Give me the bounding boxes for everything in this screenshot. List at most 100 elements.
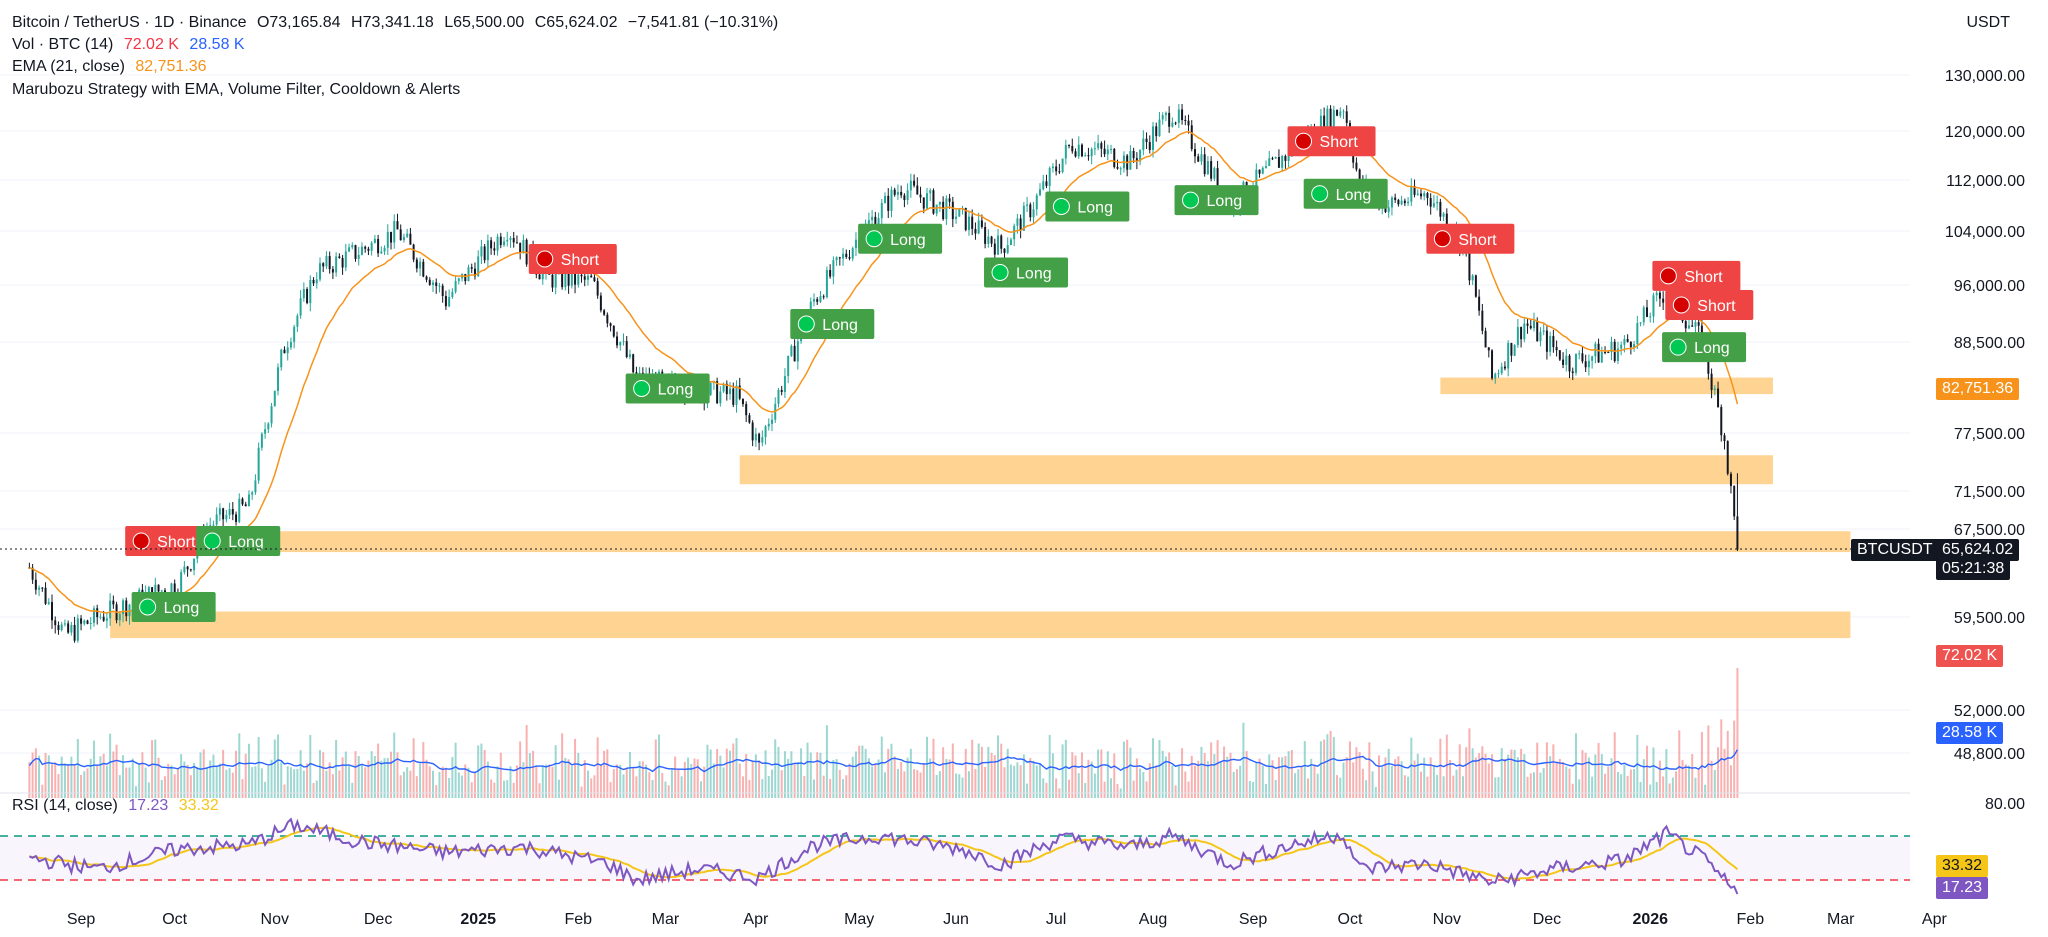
- volume-bar: [997, 735, 1000, 798]
- volume-bar: [1513, 749, 1516, 798]
- volume-bar: [1400, 761, 1403, 798]
- volume-bar: [348, 765, 351, 798]
- candle-body: [1565, 355, 1568, 365]
- volume-bar: [1174, 785, 1177, 798]
- volume-bar: [480, 743, 483, 798]
- volume-bar: [383, 758, 386, 798]
- volume-bar: [1565, 766, 1568, 798]
- volume-bars: [28, 668, 1739, 798]
- candle-body: [1106, 149, 1109, 155]
- candle-body: [438, 285, 441, 287]
- candle-body: [412, 244, 415, 260]
- ema-price-tag: 82,751.36: [1936, 378, 2020, 400]
- volume-bar: [1668, 783, 1671, 798]
- candle-body: [348, 247, 351, 252]
- volume-bar: [1171, 765, 1174, 798]
- volume-bar: [1662, 776, 1665, 798]
- volume-bar: [622, 774, 625, 798]
- volume-bar: [1148, 763, 1151, 798]
- candle-body: [1132, 150, 1135, 159]
- signal-label: Short: [1697, 298, 1736, 315]
- signal-label: Long: [822, 317, 858, 334]
- volume-bar: [1487, 763, 1490, 798]
- volume-bar: [1229, 752, 1232, 798]
- volume-bar: [1268, 754, 1271, 798]
- candle-body: [816, 299, 819, 302]
- candle-body: [893, 189, 896, 195]
- candle-body: [157, 584, 160, 592]
- candle-body: [512, 238, 515, 243]
- volume-bar: [1019, 765, 1022, 798]
- volume-bar: [160, 779, 163, 798]
- volume-bar: [1623, 764, 1626, 798]
- volume-bar: [60, 756, 63, 798]
- volume-bar: [1500, 748, 1503, 798]
- volume-bar: [1352, 762, 1355, 798]
- volume-bar: [1113, 753, 1116, 798]
- volume-bar: [1193, 765, 1196, 798]
- volume-bar: [1258, 758, 1261, 798]
- candle-body: [1216, 168, 1219, 193]
- candle-body: [522, 239, 525, 254]
- volume-bar: [260, 768, 263, 798]
- volume-bar: [1261, 765, 1264, 798]
- signal-label: Short: [157, 534, 196, 551]
- strategy-legend[interactable]: Marubozu Strategy with EMA, Volume Filte…: [12, 81, 466, 99]
- volume-bar: [435, 785, 438, 798]
- green-dot-icon: [797, 315, 815, 333]
- candle-body: [1629, 341, 1632, 348]
- volume-bar: [951, 743, 954, 798]
- volume-bar: [1542, 768, 1545, 798]
- candle-body: [34, 579, 37, 590]
- rsi-label: RSI (14, close): [12, 797, 118, 814]
- candle-body: [603, 310, 606, 315]
- volume-ma-line: [28, 749, 1739, 774]
- signal-box: [858, 223, 943, 254]
- volume-bar: [1432, 765, 1435, 798]
- volume-bar: [1478, 753, 1481, 798]
- volume-bar: [1093, 773, 1096, 798]
- currency-unit[interactable]: USDT: [1966, 14, 2010, 31]
- candle-body: [896, 191, 899, 195]
- candle-body: [289, 341, 292, 348]
- volume-bar: [958, 774, 961, 798]
- volume-legend[interactable]: Vol · BTC (14) 72.02 K 28.58 K: [12, 36, 251, 54]
- signal-box: [1662, 332, 1747, 363]
- candle-body: [380, 251, 383, 254]
- candle-body: [980, 220, 983, 227]
- volume-bar: [858, 745, 861, 798]
- volume-bar: [557, 779, 560, 798]
- candle-body: [377, 238, 380, 254]
- candle-body: [583, 276, 586, 280]
- volume-bar: [990, 752, 993, 798]
- volume-bar: [955, 773, 958, 798]
- volume-bar: [1090, 761, 1093, 798]
- volume-bar: [993, 755, 996, 798]
- short-signal: Short: [1665, 290, 1754, 320]
- candle-body: [351, 245, 354, 248]
- candle-body: [1423, 193, 1426, 197]
- rsi-tick-label: 80.00: [1985, 796, 2025, 813]
- volume-bar: [1636, 734, 1639, 798]
- volume-bar: [1413, 760, 1416, 798]
- rsi-legend[interactable]: RSI (14, close) 17.23 33.32: [12, 797, 225, 815]
- time-tick-label: Sep: [1239, 911, 1268, 928]
- volume-bar: [1397, 756, 1400, 798]
- candle-body: [509, 238, 512, 240]
- volume-bar: [1381, 767, 1384, 798]
- volume-bar: [545, 764, 548, 798]
- volume-bar: [457, 772, 460, 798]
- volume-bar: [1503, 758, 1506, 798]
- candle-body: [338, 256, 341, 259]
- volume-bar: [1213, 753, 1216, 798]
- volume-bar: [1129, 747, 1132, 798]
- candle-body: [212, 524, 215, 526]
- ema-legend[interactable]: EMA (21, close) 82,751.36: [12, 58, 213, 76]
- candle-body: [1161, 115, 1164, 120]
- long-signal: Long: [1662, 332, 1747, 363]
- volume-bar: [1161, 750, 1164, 798]
- volume-bar: [144, 767, 147, 798]
- volume-bar: [1620, 774, 1623, 798]
- volume-bar: [725, 748, 728, 798]
